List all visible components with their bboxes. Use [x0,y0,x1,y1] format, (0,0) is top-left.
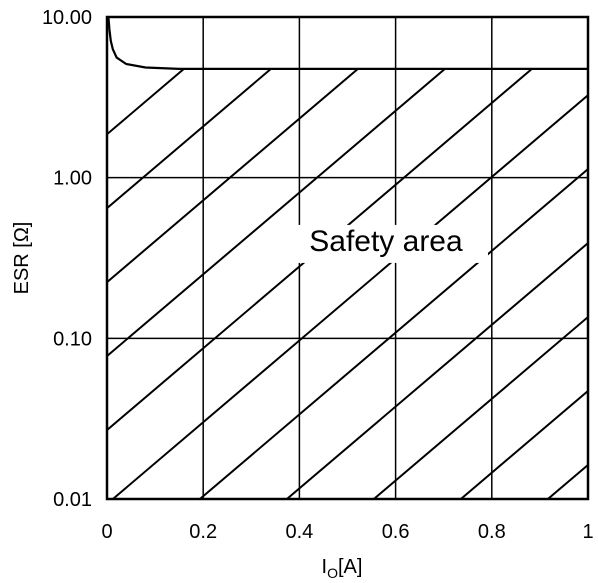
esr-limit-curve [108,17,588,69]
x-tick-label: 0 [101,521,112,543]
x-tick-label: 1 [582,521,593,543]
x-axis-label: IO[A] [322,556,363,581]
hatch-line [0,0,272,504]
hatch-line [542,0,598,504]
safety-area-label: Safety area [309,225,463,258]
annotations: Safety area [284,225,488,263]
y-axis-label: ESR [Ω] [11,222,33,295]
x-axis-label-subscript: O [327,565,338,581]
x-tick-labels: 0 0.2 0.4 0.6 0.8 1 [101,521,593,543]
x-tick-label: 0.2 [189,521,217,543]
x-axis-label-unit: [A] [338,556,362,578]
x-tick-label: 0.4 [285,521,313,543]
y-tick-label: 10.00 [42,7,92,29]
stability-curve [108,17,588,69]
y-tick-label: 0.10 [53,328,92,350]
x-tick-label: 0.8 [478,521,506,543]
y-tick-label: 1.00 [53,168,92,190]
y-tick-label: 0.01 [53,489,92,511]
x-tick-label: 0.6 [382,521,410,543]
y-tick-labels: 0.01 0.10 1.00 10.00 [42,7,92,511]
